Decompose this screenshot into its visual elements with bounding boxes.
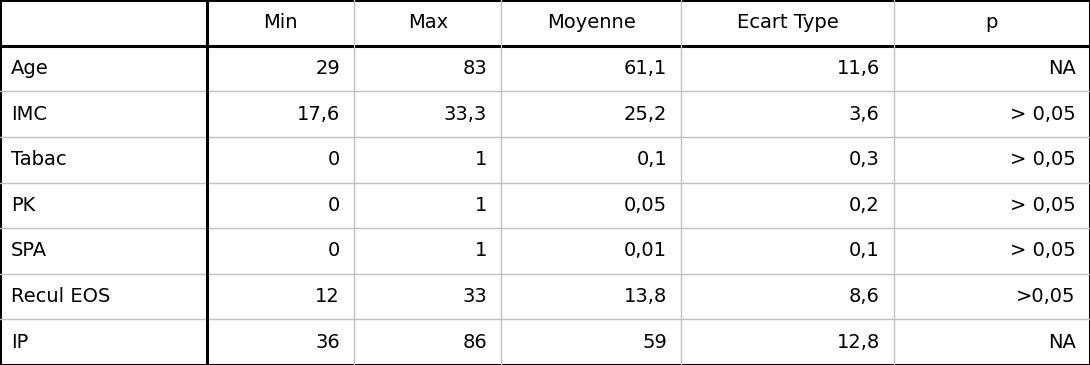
Bar bbox=[0, 0, 1090, 46]
Text: 61,1: 61,1 bbox=[623, 59, 667, 78]
Text: 17,6: 17,6 bbox=[296, 104, 340, 124]
Text: 8,6: 8,6 bbox=[849, 287, 880, 306]
Text: 33,3: 33,3 bbox=[444, 104, 487, 124]
Text: 13,8: 13,8 bbox=[623, 287, 667, 306]
Text: 59: 59 bbox=[642, 333, 667, 352]
Text: 12,8: 12,8 bbox=[836, 333, 880, 352]
Bar bbox=[0, 91, 1090, 137]
Text: 29: 29 bbox=[315, 59, 340, 78]
Text: Age: Age bbox=[11, 59, 49, 78]
Bar bbox=[0, 228, 1090, 274]
Text: 1: 1 bbox=[475, 241, 487, 261]
Text: 0,2: 0,2 bbox=[849, 196, 880, 215]
Text: > 0,05: > 0,05 bbox=[1010, 104, 1076, 124]
Text: 25,2: 25,2 bbox=[623, 104, 667, 124]
Text: > 0,05: > 0,05 bbox=[1010, 196, 1076, 215]
Text: IMC: IMC bbox=[11, 104, 47, 124]
Text: 36: 36 bbox=[315, 333, 340, 352]
Text: 0,1: 0,1 bbox=[637, 150, 667, 169]
Text: Max: Max bbox=[408, 13, 448, 32]
Text: > 0,05: > 0,05 bbox=[1010, 241, 1076, 261]
Text: NA: NA bbox=[1047, 59, 1076, 78]
Text: Moyenne: Moyenne bbox=[547, 13, 635, 32]
Text: PK: PK bbox=[11, 196, 35, 215]
Text: IP: IP bbox=[11, 333, 28, 352]
Text: SPA: SPA bbox=[11, 241, 47, 261]
Bar bbox=[0, 137, 1090, 182]
Bar bbox=[0, 46, 1090, 91]
Text: Tabac: Tabac bbox=[11, 150, 66, 169]
Text: 1: 1 bbox=[475, 150, 487, 169]
Text: 12: 12 bbox=[315, 287, 340, 306]
Text: 3,6: 3,6 bbox=[849, 104, 880, 124]
Text: 0,3: 0,3 bbox=[849, 150, 880, 169]
Text: 0: 0 bbox=[328, 150, 340, 169]
Bar bbox=[0, 319, 1090, 365]
Text: Min: Min bbox=[264, 13, 298, 32]
Text: 0,1: 0,1 bbox=[849, 241, 880, 261]
Text: 11,6: 11,6 bbox=[836, 59, 880, 78]
Text: 0,05: 0,05 bbox=[623, 196, 667, 215]
Text: 86: 86 bbox=[462, 333, 487, 352]
Text: Recul EOS: Recul EOS bbox=[11, 287, 110, 306]
Text: p: p bbox=[985, 13, 998, 32]
Text: > 0,05: > 0,05 bbox=[1010, 150, 1076, 169]
Bar bbox=[0, 274, 1090, 319]
Text: NA: NA bbox=[1047, 333, 1076, 352]
Text: 1: 1 bbox=[475, 196, 487, 215]
Text: Ecart Type: Ecart Type bbox=[737, 13, 838, 32]
Text: 0: 0 bbox=[328, 241, 340, 261]
Text: 0,01: 0,01 bbox=[625, 241, 667, 261]
Text: 33: 33 bbox=[462, 287, 487, 306]
Text: >0,05: >0,05 bbox=[1016, 287, 1076, 306]
Bar bbox=[0, 182, 1090, 228]
Text: 83: 83 bbox=[462, 59, 487, 78]
Text: 0: 0 bbox=[328, 196, 340, 215]
